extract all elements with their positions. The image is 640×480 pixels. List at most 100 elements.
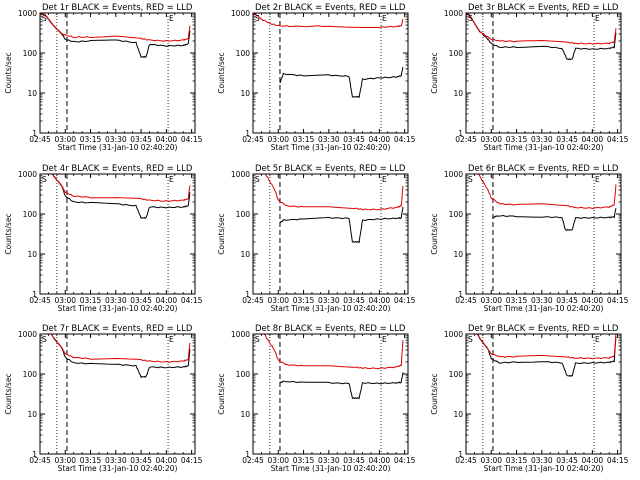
x-tick-label: 04:15 xyxy=(181,456,203,465)
plot-frame xyxy=(252,333,409,455)
chart-panel-1: Det 1r BLACK = Events, RED = LLD 1 10 100 10… xyxy=(4,3,203,152)
x-tick-label: 04:15 xyxy=(394,135,416,144)
plot-frame xyxy=(465,333,622,455)
y-tick-label: 10 xyxy=(27,89,37,98)
y-axis-label: Counts/sec xyxy=(4,213,13,254)
x-axis-label: Start Time (31-Jan-10 02:40:20) xyxy=(484,143,604,152)
x-tick-label: 03:00 xyxy=(267,135,289,144)
x-tick-label: 04:15 xyxy=(607,135,629,144)
chart-panel-4: Det 4r BLACK = Events, RED = LLD 1 10 100 10… xyxy=(4,164,203,313)
x-tick-label: 04:00 xyxy=(582,135,604,144)
panel-title: Det 8r BLACK = Events, RED = LLD xyxy=(255,324,406,334)
panel-title: Det 1r BLACK = Events, RED = LLD xyxy=(42,3,193,13)
y-tick-label: 1000 xyxy=(18,170,37,179)
end-marker: E xyxy=(382,335,387,344)
x-tick-label: 03:30 xyxy=(531,296,553,305)
start-marker: S xyxy=(255,175,260,184)
y-tick-label: 1000 xyxy=(231,330,250,339)
x-tick-label: 03:15 xyxy=(506,135,528,144)
plot-frame xyxy=(252,12,409,134)
events-series-line xyxy=(39,12,191,58)
y-tick-label: 1 xyxy=(245,129,250,138)
panel-title: Det 7r BLACK = Events, RED = LLD xyxy=(42,324,193,334)
x-tick-label: 03:00 xyxy=(54,456,76,465)
x-tick-label: 03:00 xyxy=(267,296,289,305)
x-axis-label: Start Time (31-Jan-10 02:40:20) xyxy=(484,464,604,473)
y-axis-label: Counts/sec xyxy=(217,52,226,93)
x-tick-label: 03:45 xyxy=(343,456,365,465)
y-tick-label: 1 xyxy=(32,129,37,138)
x-tick-label: 04:00 xyxy=(156,296,178,305)
x-tick-label: 03:30 xyxy=(318,135,340,144)
panel-title: Det 6r BLACK = Events, RED = LLD xyxy=(468,164,619,174)
end-marker: E xyxy=(382,175,387,184)
lld-series-line xyxy=(253,173,404,211)
y-tick-label: 10 xyxy=(453,410,463,419)
events-series-line xyxy=(40,173,191,220)
y-tick-label: 100 xyxy=(449,210,464,219)
x-tick-label: 03:30 xyxy=(105,456,127,465)
panel-title: Det 4r BLACK = Events, RED = LLD xyxy=(42,164,193,174)
x-tick-label: 03:00 xyxy=(54,296,76,305)
lld-series-line xyxy=(253,12,404,28)
plot-frame xyxy=(39,12,196,134)
y-tick-label: 1000 xyxy=(231,9,250,18)
x-tick-label: 02:45 xyxy=(29,135,51,144)
x-tick-label: 03:30 xyxy=(318,296,340,305)
y-tick-label: 1 xyxy=(32,290,37,299)
x-axis-label: Start Time (31-Jan-10 02:40:20) xyxy=(58,464,178,473)
x-tick-label: 02:45 xyxy=(455,296,477,305)
y-tick-label: 10 xyxy=(27,250,37,259)
panel-title: Det 3r BLACK = Events, RED = LLD xyxy=(468,3,619,13)
events-series-line xyxy=(40,333,191,379)
chart-panel-2: Det 2r BLACK = Events, RED = LLD 1 10 100 10… xyxy=(217,3,416,152)
panel-title: Det 9r BLACK = Events, RED = LLD xyxy=(468,324,619,334)
end-marker: E xyxy=(595,14,600,23)
x-tick-label: 03:30 xyxy=(531,135,553,144)
start-marker: S xyxy=(42,175,47,184)
y-tick-label: 100 xyxy=(236,370,251,379)
chart-panel-3: Det 3r BLACK = Events, RED = LLD 1 10 100 10… xyxy=(430,3,629,152)
x-axis-label: Start Time (31-Jan-10 02:40:20) xyxy=(484,304,604,313)
y-axis-label: Counts/sec xyxy=(4,373,13,414)
x-tick-label: 03:00 xyxy=(480,296,502,305)
y-tick-label: 10 xyxy=(453,250,463,259)
x-tick-label: 04:00 xyxy=(582,296,604,305)
plot-frame xyxy=(39,333,196,455)
start-marker: S xyxy=(255,14,260,23)
y-tick-label: 10 xyxy=(27,410,37,419)
x-tick-label: 04:15 xyxy=(181,135,203,144)
lld-series-line xyxy=(466,173,617,210)
plot-frame xyxy=(252,173,409,295)
end-marker: E xyxy=(169,14,174,23)
x-tick-label: 03:30 xyxy=(105,296,127,305)
start-marker: S xyxy=(255,335,260,344)
x-tick-label: 04:00 xyxy=(582,456,604,465)
x-tick-label: 04:15 xyxy=(181,296,203,305)
start-marker: S xyxy=(468,335,473,344)
y-axis-label: Counts/sec xyxy=(217,373,226,414)
y-axis-label: Counts/sec xyxy=(430,373,439,414)
x-axis-label: Start Time (31-Jan-10 02:40:20) xyxy=(58,143,178,152)
x-tick-label: 03:15 xyxy=(80,456,102,465)
x-tick-label: 03:45 xyxy=(130,456,152,465)
chart-panel-9: Det 9r BLACK = Events, RED = LLD 1 10 100 10… xyxy=(430,324,629,473)
lld-series-line xyxy=(40,173,191,202)
x-tick-label: 03:15 xyxy=(506,456,528,465)
y-axis-label: Counts/sec xyxy=(4,52,13,93)
x-tick-label: 03:45 xyxy=(556,456,578,465)
x-tick-label: 04:15 xyxy=(607,456,629,465)
y-tick-label: 1000 xyxy=(18,330,37,339)
y-tick-label: 100 xyxy=(449,49,464,58)
x-axis-label: Start Time (31-Jan-10 02:40:20) xyxy=(58,304,178,313)
panel-title: Det 5r BLACK = Events, RED = LLD xyxy=(255,164,406,174)
x-tick-label: 02:45 xyxy=(29,456,51,465)
end-marker: E xyxy=(169,175,174,184)
x-tick-label: 04:00 xyxy=(156,456,178,465)
events-series-line xyxy=(279,372,404,400)
x-tick-label: 03:45 xyxy=(130,135,152,144)
x-tick-label: 03:30 xyxy=(318,456,340,465)
x-axis-label: Start Time (31-Jan-10 02:40:20) xyxy=(271,464,391,473)
events-series-line xyxy=(492,208,617,232)
y-tick-label: 10 xyxy=(240,410,250,419)
